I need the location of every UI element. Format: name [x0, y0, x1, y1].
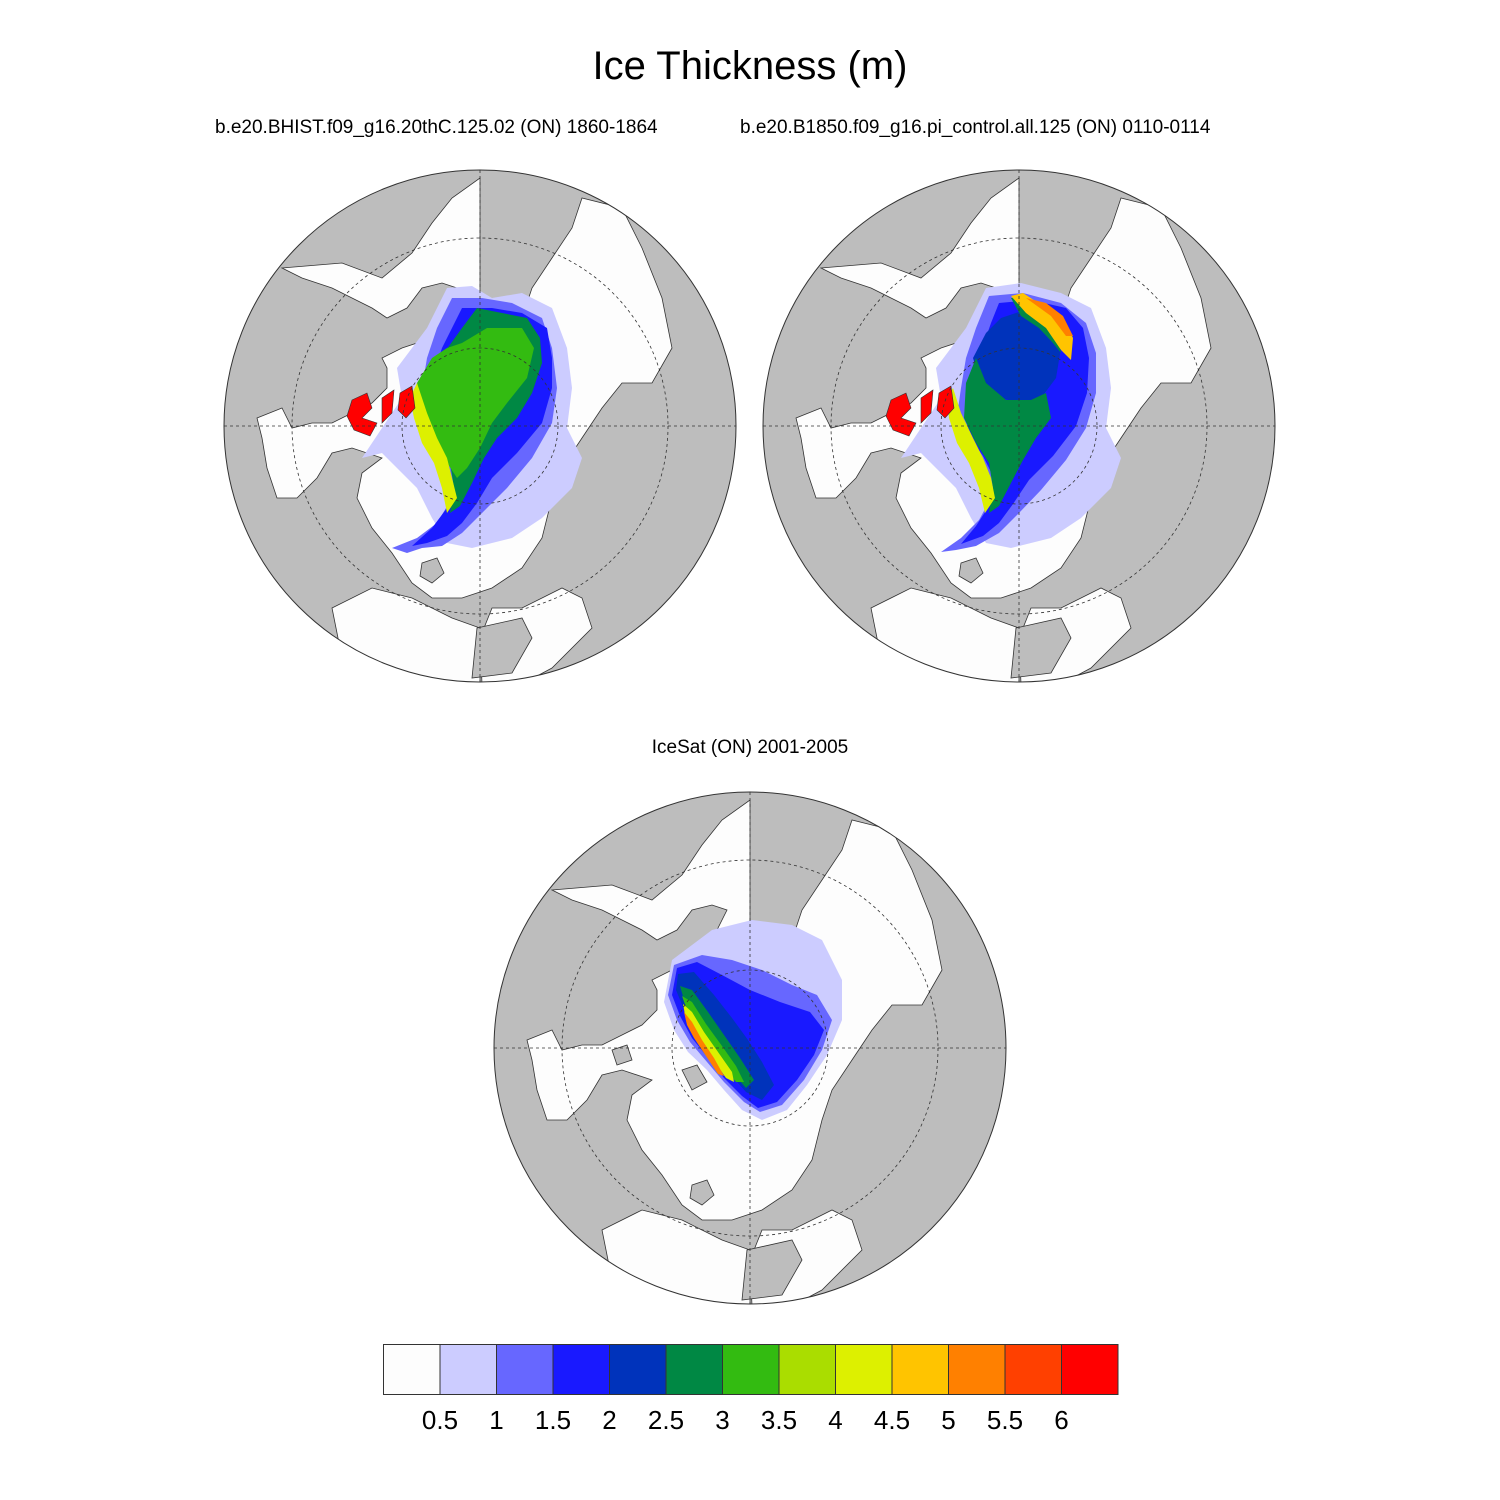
- colorbar-swatch: [383, 1344, 441, 1395]
- panel-1-subtitle: b.e20.BHIST.f09_g16.20thC.125.02 (ON) 18…: [215, 117, 658, 138]
- ice-3-3.5: [682, 996, 744, 1082]
- ice-5-5.5: [684, 1012, 724, 1076]
- colorbar-swatch: [722, 1344, 780, 1395]
- colorbar-tick-label: 5.5: [986, 1405, 1024, 1435]
- ice-3-3.5: [417, 328, 534, 478]
- graticule: [763, 170, 1275, 682]
- land-island: [419, 557, 533, 679]
- colorbar-tick-label: 3.5: [760, 1405, 798, 1435]
- land-island: [958, 557, 1072, 679]
- ice-5-5.5: [1026, 298, 1073, 336]
- polar-map-historical: [223, 169, 737, 683]
- ice-4.5-5: [1011, 293, 1073, 360]
- ice-2.5-3: [680, 986, 754, 1088]
- polar-map-icesat: [493, 791, 1007, 1305]
- graticule: [224, 170, 736, 682]
- ice-4-4.5: [947, 388, 995, 513]
- colorbar-swatch: [496, 1344, 554, 1395]
- colorbar-swatch: [609, 1344, 667, 1395]
- colorbar-tick-label: 2.5: [647, 1405, 685, 1435]
- land-island: [611, 1044, 803, 1301]
- colorbar-swatch: [665, 1344, 723, 1395]
- ice-2-2.5: [973, 308, 1061, 403]
- colorbar-swatch: [1061, 1344, 1119, 1395]
- colorbar-tick-label: 1: [489, 1405, 504, 1435]
- colorbar-swatch: [552, 1344, 610, 1395]
- panel-3-subtitle: IceSat (ON) 2001-2005: [651, 737, 849, 758]
- colorbar-swatch: [948, 1344, 1006, 1395]
- colorbar-tick-label: 2: [602, 1405, 617, 1435]
- panel-2-subtitle: b.e20.B1850.f09_g16.pi_control.all.125 (…: [740, 117, 1211, 138]
- colorbar-swatch: [778, 1344, 836, 1395]
- ice-6-plus: [885, 385, 955, 437]
- ice-4-4.5: [410, 383, 457, 513]
- colorbar-swatch: [1004, 1344, 1062, 1395]
- ice-4-4.5: [683, 1004, 734, 1082]
- colorbar-tick-label: 1.5: [534, 1405, 572, 1435]
- polar-map-control: [762, 169, 1276, 683]
- colorbar-tick-label: 5: [941, 1405, 956, 1435]
- colorbar: [383, 1344, 1119, 1395]
- colorbar-tick-label: 0.5: [421, 1405, 459, 1435]
- colorbar-swatch: [835, 1344, 893, 1395]
- ice-6-plus: [346, 385, 416, 437]
- colorbar-tick-label: 3: [715, 1405, 730, 1435]
- colorbar-tick-label: 4.5: [873, 1405, 911, 1435]
- ice-2.5-3: [964, 298, 1061, 513]
- figure-title: Ice Thickness (m): [592, 44, 908, 88]
- colorbar-tick-label: 4: [828, 1405, 843, 1435]
- colorbar-swatch: [891, 1344, 949, 1395]
- colorbar-tick-label: 6: [1054, 1405, 1069, 1435]
- colorbar-swatch: [439, 1344, 497, 1395]
- graticule: [494, 792, 1006, 1304]
